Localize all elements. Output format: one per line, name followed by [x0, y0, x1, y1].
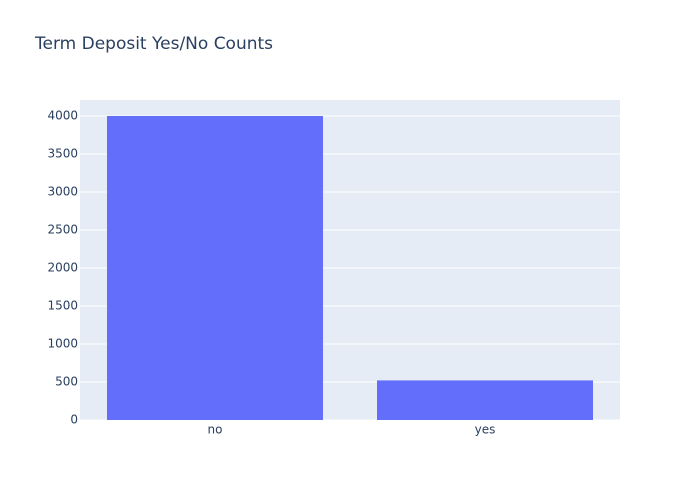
y-tick-label: 4000	[47, 108, 78, 122]
y-tick-label: 0	[70, 413, 78, 427]
y-tick-label: 3000	[47, 184, 78, 198]
x-tick-label: no	[208, 423, 223, 437]
y-tick-label: 500	[55, 374, 78, 388]
y-tick-label: 1500	[47, 298, 78, 312]
y-tick-label: 3500	[47, 146, 78, 160]
y-tick-label: 2000	[47, 260, 78, 274]
y-tick-label: 2500	[47, 222, 78, 236]
bar	[377, 380, 593, 420]
y-tick-label: 1000	[47, 336, 78, 350]
chart-title: Term Deposit Yes/No Counts	[34, 34, 273, 54]
bar	[107, 115, 323, 420]
x-tick-label: yes	[475, 423, 496, 437]
